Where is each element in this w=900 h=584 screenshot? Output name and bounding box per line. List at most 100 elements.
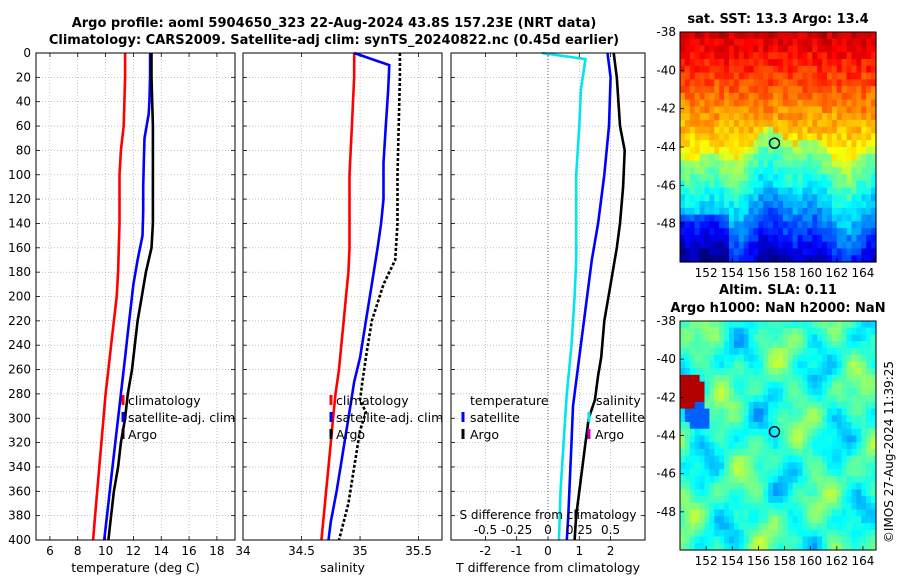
heatmap-cell (871, 133, 877, 141)
heatmap-cell (733, 321, 740, 329)
heatmap-cell (768, 462, 774, 470)
heatmap-cell (719, 321, 725, 329)
heatmap-cell (836, 147, 843, 155)
heatmap-cell (680, 327, 686, 336)
heatmap-cell (699, 140, 706, 148)
heatmap-cell (851, 502, 857, 511)
heatmap-cell (792, 374, 799, 383)
heatmap-cell (743, 502, 750, 511)
heatmap-cell (861, 106, 867, 114)
temperature-panel: 6 8 10 12 14 16 180204060801001201401601802002… (8, 46, 236, 575)
heatmap-cell (787, 241, 794, 250)
heatmap-cell (699, 347, 706, 356)
heatmap-cell (817, 113, 823, 121)
heatmap-cell (748, 442, 755, 450)
heatmap-cell (841, 126, 848, 135)
heatmap-cell (822, 462, 828, 470)
depth-tick-label: 360 (8, 484, 31, 498)
depth-tick-label: 120 (8, 192, 31, 206)
heatmap-cell (778, 133, 784, 141)
heatmap-cell (836, 475, 843, 484)
heatmap-cell (812, 147, 818, 155)
heatmap-cell (753, 395, 759, 403)
difference-xlabel: T difference from climatology (455, 560, 641, 575)
difference-xtick-label: -2 (479, 544, 491, 558)
series-climatology (320, 53, 356, 541)
heatmap-cell (748, 221, 755, 229)
heatmap-cell (773, 368, 779, 376)
heatmap-cell (699, 496, 706, 504)
heatmap-cell (768, 228, 774, 236)
heatmap-cell (846, 529, 853, 538)
heatmap-cell (827, 361, 833, 369)
heatmap-cell (704, 106, 710, 114)
heatmap-cell (709, 516, 715, 524)
heatmap-cell (797, 174, 804, 182)
heatmap-cell (807, 368, 813, 376)
heatmap-cell (817, 523, 823, 531)
heatmap-cell (768, 502, 774, 511)
heatmap-cell (743, 241, 750, 250)
heatmap-cell (831, 241, 838, 250)
heatmap-cell (753, 174, 759, 182)
heatmap-cell (733, 442, 740, 450)
heatmap-cell (841, 347, 848, 356)
heatmap-cell (719, 248, 725, 256)
heatmap-cell (851, 160, 857, 168)
heatmap-cell (738, 113, 745, 121)
heatmap-cell (778, 119, 784, 128)
heatmap-cell (743, 174, 750, 182)
heatmap-cell (846, 72, 853, 80)
heatmap-cell (792, 38, 799, 47)
heatmap-cell (782, 422, 789, 430)
heatmap-cell (831, 428, 838, 437)
heatmap-cell (709, 187, 715, 195)
heatmap-cell (680, 442, 686, 450)
heatmap-cell (792, 408, 799, 416)
heatmap-cell (866, 435, 872, 443)
heatmap-cell (699, 334, 706, 342)
heatmap-cell (768, 475, 774, 484)
heatmap-cell (797, 207, 804, 216)
heatmap-cell (827, 435, 833, 443)
heatmap-cell (851, 248, 857, 256)
heatmap-cell (792, 99, 799, 108)
heatmap-cell (719, 255, 725, 263)
heatmap-cell (792, 341, 799, 349)
heatmap-cell (773, 502, 779, 511)
heatmap-cell (758, 381, 764, 389)
heatmap-cell (719, 234, 725, 243)
heatmap-cell (689, 160, 696, 168)
heatmap-cell (768, 327, 774, 336)
heatmap-cell (827, 119, 833, 128)
heatmap-cell (802, 72, 808, 80)
heatmap-cell (778, 381, 784, 389)
heatmap-cell (753, 126, 759, 135)
heatmap-cell (724, 496, 730, 504)
depth-tick-label: 300 (8, 411, 31, 425)
heatmap-cell (680, 395, 686, 403)
heatmap-cell (758, 248, 764, 256)
heatmap-cell (856, 45, 862, 53)
heatmap-cell (822, 388, 828, 396)
heatmap-cell (831, 255, 838, 263)
heatmap-cell (851, 126, 857, 135)
heatmap-cell (797, 374, 804, 383)
heatmap-cell (831, 388, 838, 396)
heatmap-cell (719, 341, 725, 349)
heatmap-cell (733, 408, 740, 416)
heatmap-cell (851, 408, 857, 416)
heatmap-cell (812, 543, 818, 551)
heatmap-cell (871, 174, 877, 182)
heatmap-cell (699, 79, 706, 87)
heatmap-cell (817, 516, 823, 524)
heatmap-cell (704, 45, 710, 53)
heatmap-cell (773, 529, 779, 538)
heatmap-cell (827, 99, 833, 108)
heatmap-cell (758, 72, 764, 80)
heatmap-cell (684, 354, 691, 363)
heatmap-cell (763, 65, 769, 74)
heatmap-cell (704, 65, 710, 74)
heatmap-cell (694, 374, 701, 383)
heatmap-cell (768, 523, 774, 531)
